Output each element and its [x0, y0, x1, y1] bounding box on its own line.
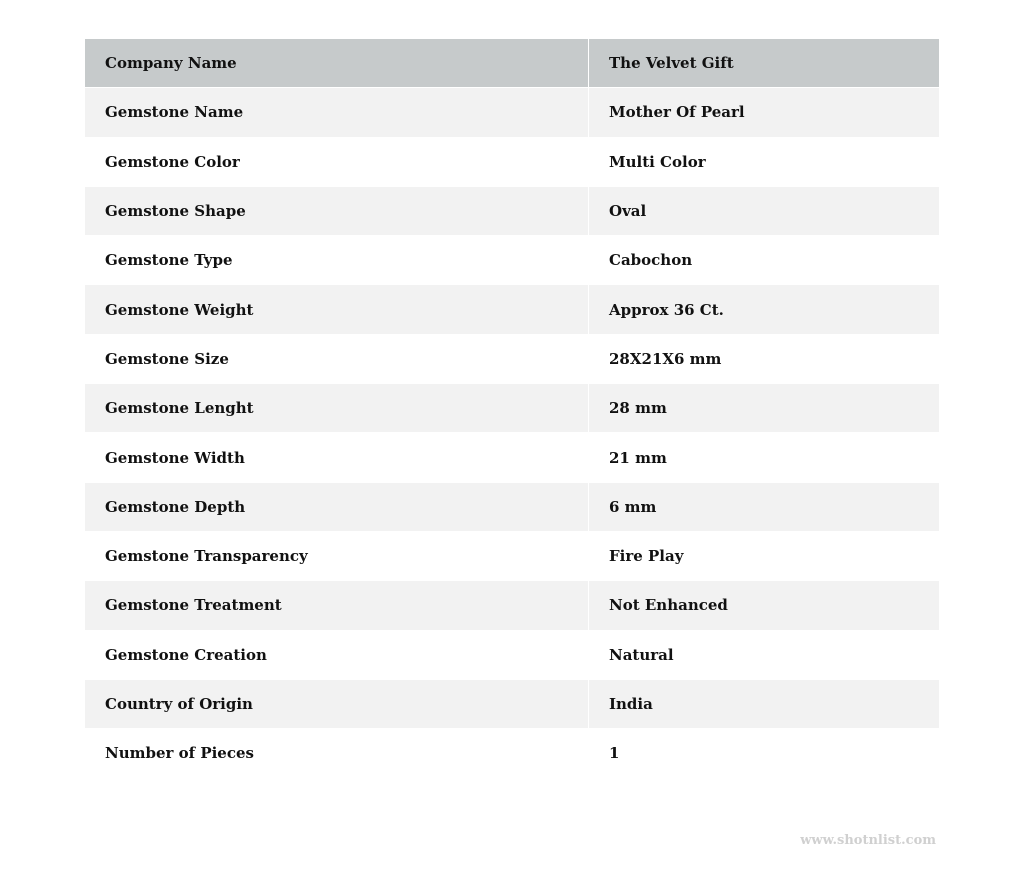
table-row: Gemstone Creation Natural	[84, 629, 940, 680]
table-row: Gemstone Treatment Not Enhanced	[84, 580, 940, 631]
row-label: Gemstone Width	[84, 432, 589, 483]
row-value: Mother Of Pearl	[588, 87, 940, 138]
table-header-row: Company Name The Velvet Gift	[84, 37, 940, 89]
watermark: www.shotnlist.com	[800, 833, 936, 848]
row-label: Gemstone Weight	[84, 284, 589, 335]
row-value: Multi Color	[588, 136, 940, 187]
table-row: Number of Pieces 1	[84, 728, 940, 779]
row-value: 21 mm	[588, 432, 940, 483]
spec-table: Company Name The Velvet Gift Gemstone Na…	[84, 37, 940, 779]
row-label: Number of Pieces	[84, 728, 589, 779]
table-row: Country of Origin India	[84, 678, 940, 730]
row-value: 6 mm	[588, 481, 940, 532]
row-label: Gemstone Type	[84, 235, 589, 286]
row-value: 28X21X6 mm	[588, 333, 940, 385]
row-value: 28 mm	[588, 383, 940, 434]
row-label: Gemstone Name	[84, 87, 589, 138]
row-label: Country of Origin	[84, 678, 589, 730]
row-label: Gemstone Size	[84, 333, 589, 385]
table-row: Gemstone Lenght 28 mm	[84, 383, 940, 434]
row-label: Gemstone Color	[84, 136, 589, 187]
row-value: India	[588, 678, 940, 730]
table-row: Gemstone Type Cabochon	[84, 235, 940, 286]
row-value: Natural	[588, 629, 940, 680]
row-label: Gemstone Lenght	[84, 383, 589, 434]
row-value: Oval	[588, 185, 940, 237]
row-label: Gemstone Transparency	[84, 530, 589, 582]
row-label: Gemstone Treatment	[84, 580, 589, 631]
row-label: Gemstone Depth	[84, 481, 589, 532]
header-value: The Velvet Gift	[588, 37, 940, 89]
table-row: Gemstone Size 28X21X6 mm	[84, 333, 940, 385]
table-row: Gemstone Transparency Fire Play	[84, 530, 940, 582]
table-row: Gemstone Width 21 mm	[84, 432, 940, 483]
row-value: 1	[588, 728, 940, 779]
table-row: Gemstone Color Multi Color	[84, 136, 940, 187]
row-label: Gemstone Shape	[84, 185, 589, 237]
table-row: Gemstone Weight Approx 36 Ct.	[84, 284, 940, 335]
row-value: Fire Play	[588, 530, 940, 582]
table-row: Gemstone Shape Oval	[84, 185, 940, 237]
row-label: Gemstone Creation	[84, 629, 589, 680]
header-label: Company Name	[84, 37, 589, 89]
row-value: Cabochon	[588, 235, 940, 286]
table-row: Gemstone Depth 6 mm	[84, 481, 940, 532]
table-row: Gemstone Name Mother Of Pearl	[84, 87, 940, 138]
row-value: Not Enhanced	[588, 580, 940, 631]
row-value: Approx 36 Ct.	[588, 284, 940, 335]
